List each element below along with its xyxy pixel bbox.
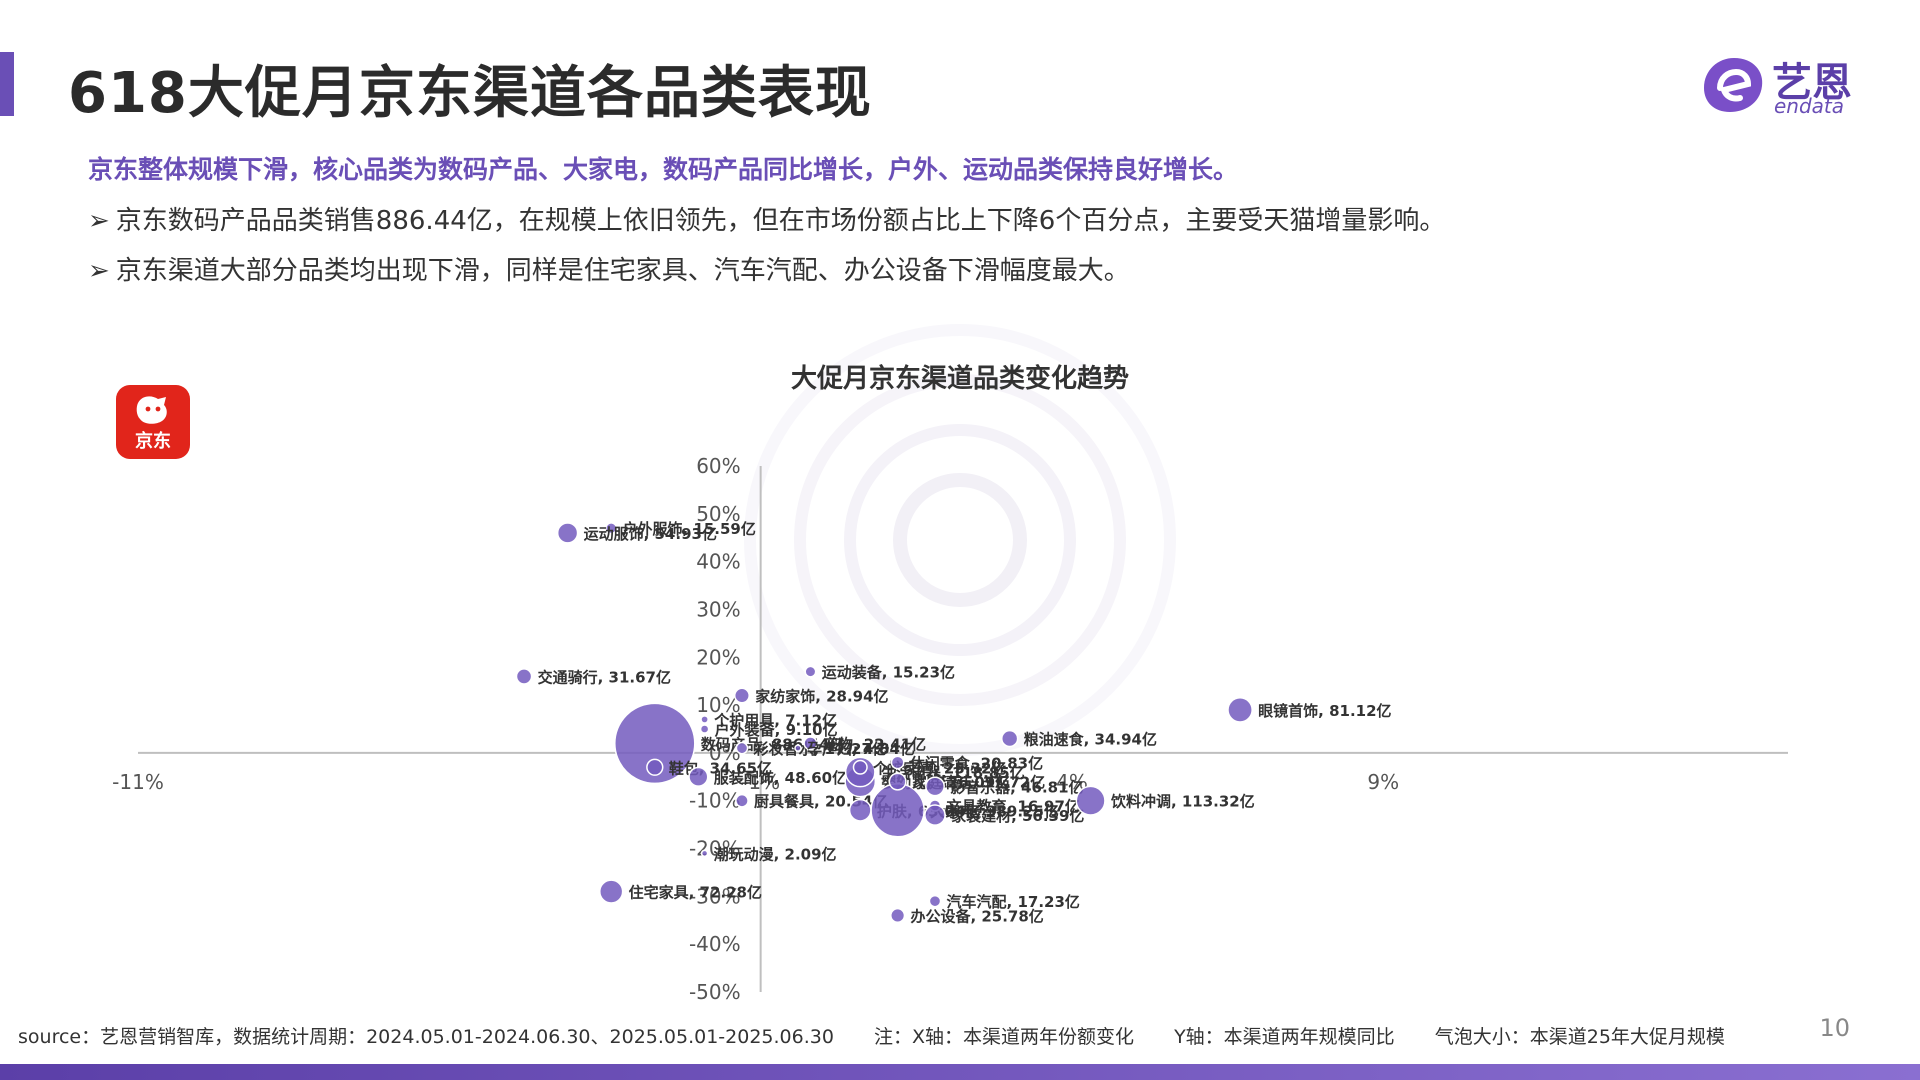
bubble-label: 婴幼儿, 126.09亿 <box>881 774 1010 792</box>
bubble-point <box>924 804 946 826</box>
bubble-point <box>1227 697 1253 723</box>
bubble-label: 影音乐器, 46.81亿 <box>950 778 1083 796</box>
bubble-label: 宠物, 22.41亿 <box>823 735 926 753</box>
x-tick-label: -1% <box>741 770 780 794</box>
bubble-point <box>803 736 818 751</box>
bubble-label: 运动服饰, 54.93亿 <box>584 525 717 543</box>
bubble-size-note: 气泡大小：本渠道25年大促月规模 <box>1434 1026 1725 1048</box>
bubble-point <box>556 522 579 544</box>
bubble-label: 户外装备, 9.10亿 <box>715 721 838 739</box>
bubble-chart: 60% 50% 40% 30% 20% 10% 0% -10% -20% -30% -40% -50%… <box>112 454 1788 1004</box>
logo-chinese-text: 艺恩 <box>1772 60 1852 106</box>
bubble-label: 文具教育, 16.97亿 <box>947 798 1080 816</box>
y-tick-label: 50% <box>696 502 740 526</box>
bubble-label: 服装配饰, 48.60亿 <box>714 769 847 787</box>
bubble-point <box>888 772 907 791</box>
bubble-point <box>804 665 817 678</box>
y-tick-label: -30% <box>689 884 741 908</box>
bubble-point <box>852 759 868 775</box>
jd-logo-text: 京东 <box>135 431 171 452</box>
bubble-point <box>848 798 872 822</box>
bubble-label: 汽车汽配, 17.23亿 <box>947 893 1080 911</box>
bubble-point <box>700 849 709 858</box>
y-tick-label: 20% <box>696 645 740 669</box>
x-tick-label: -11% <box>112 770 164 794</box>
endata-logo: 艺恩 endata <box>1700 50 1870 120</box>
jd-dog-icon <box>136 396 167 424</box>
bubble-point <box>515 668 533 685</box>
bubble-point <box>733 687 750 704</box>
bubble-point <box>599 879 624 904</box>
bubble-point <box>1075 785 1106 816</box>
bubble-label: 粮油速食, 34.94亿 <box>1024 731 1157 749</box>
y-tick-label: -40% <box>689 932 741 956</box>
bubble-point <box>614 702 696 785</box>
bubble-label: 彩妆香水, 17.27亿 <box>753 740 887 758</box>
bullet-arrow-icon: ➢ <box>88 256 110 286</box>
bubble-point <box>700 715 709 724</box>
y-tick-label: -10% <box>689 789 741 813</box>
endata-logo-icon <box>1704 58 1763 112</box>
bubble-point <box>646 758 664 776</box>
jd-logo: 京东 <box>116 385 190 459</box>
bubble-label: 潮玩动漫, 2.09亿 <box>714 845 837 863</box>
bubble-point <box>925 776 945 797</box>
bubble-label: 大家电, 389.25亿 <box>930 802 1059 820</box>
bubble-label: 办公设备, 25.78亿 <box>910 907 1043 925</box>
bubble-label: 户外服饰, 15.59亿 <box>623 520 756 538</box>
y-tick-label: -20% <box>689 837 741 861</box>
bubble-label: 饮料冲调, 113.32亿 <box>1110 793 1255 811</box>
y-tick-label: 60% <box>696 454 740 478</box>
bubble-label: 住宅家具, 72.28亿 <box>629 884 762 902</box>
background-ripple-decoration <box>744 324 1176 756</box>
y-tick-label: 30% <box>696 597 740 621</box>
bubble-label: 运动装备, 15.23亿 <box>822 664 955 682</box>
y-tick-label: 0% <box>709 741 741 765</box>
summary-bullet: ➢ 京东渠道大部分品类均出现下滑，同样是住宅家具、汽车汽配、办公设备下滑幅度最大。 <box>88 250 1130 287</box>
bubble-label: 家庭清洁, 37.72亿 <box>912 774 1045 792</box>
summary-bullet: ➢ 京东数码产品品类销售886.44亿，在规模上依旧领先，但在市场份额占比上下降6… <box>88 200 1445 237</box>
bubble-point <box>870 783 925 838</box>
title-accent-bar <box>0 52 14 116</box>
bubble-label: 家装建材, 56.39亿 <box>951 807 1084 825</box>
footer: source：艺恩营销智库，数据统计周期：2024.05.01-2024.06.… <box>18 1022 1759 1049</box>
bubble-point <box>1001 729 1019 748</box>
bubble-label: 交通骑行, 31.67亿 <box>538 668 671 686</box>
bubble-point <box>928 894 942 908</box>
y-tick-label: 40% <box>696 550 740 574</box>
bubble-label: 个护用具, 7.12亿 <box>713 711 837 729</box>
bubble-point <box>735 793 749 808</box>
page-title: 618大促月京东渠道各品类表现 <box>68 61 872 126</box>
bubble-point <box>794 744 802 752</box>
bubble-point <box>605 522 618 535</box>
bubble-label: 休闲零食, 20.83亿 <box>909 754 1043 772</box>
bubble-point <box>890 907 906 924</box>
bubble-label: 孕产妇, 4.84亿 <box>807 740 915 758</box>
bubble-point <box>688 766 709 787</box>
source-note: source：艺恩营销智库，数据统计周期：2024.05.01-2024.06.… <box>18 1026 834 1048</box>
bullet-arrow-icon: ➢ <box>88 206 110 236</box>
y-tick-label: -50% <box>689 980 741 1004</box>
summary-headline: 京东整体规模下滑，核心品类为数码产品、大家电，数码产品同比增长，户外、运动品类保… <box>88 155 1239 184</box>
y-tick-label: 10% <box>696 693 740 717</box>
bubble-label: 个护家清, 25.32亿 <box>872 759 1006 777</box>
bottom-band <box>0 1064 1920 1080</box>
bubble-label: 生活电器, 118.85亿 <box>881 764 1025 782</box>
page-number: 10 <box>1819 1014 1850 1042</box>
x-axis-note: 注：X轴：本渠道两年份额变化 <box>874 1026 1135 1048</box>
bubble-label: 眼镜首饰, 81.12亿 <box>1258 702 1391 720</box>
y-axis-note: Y轴：本渠道两年规模同比 <box>1174 1026 1395 1048</box>
x-tick-label: 9% <box>1367 770 1399 794</box>
bubble-point <box>735 741 749 755</box>
bullet-text: 京东数码产品品类销售886.44亿，在规模上依旧领先，但在市场份额占比上下降6个… <box>115 206 1446 236</box>
logo-english-text: endata <box>1774 94 1845 118</box>
chart-title: 大促月京东渠道品类变化趋势 <box>790 364 1129 394</box>
bubble-point <box>890 755 905 770</box>
bubble-label: 家纺家饰, 28.94亿 <box>755 688 888 706</box>
bubble-point <box>699 724 710 734</box>
bullet-text: 京东渠道大部分品类均出现下滑，同样是住宅家具、汽车汽配、办公设备下滑幅度最大。 <box>115 256 1130 286</box>
